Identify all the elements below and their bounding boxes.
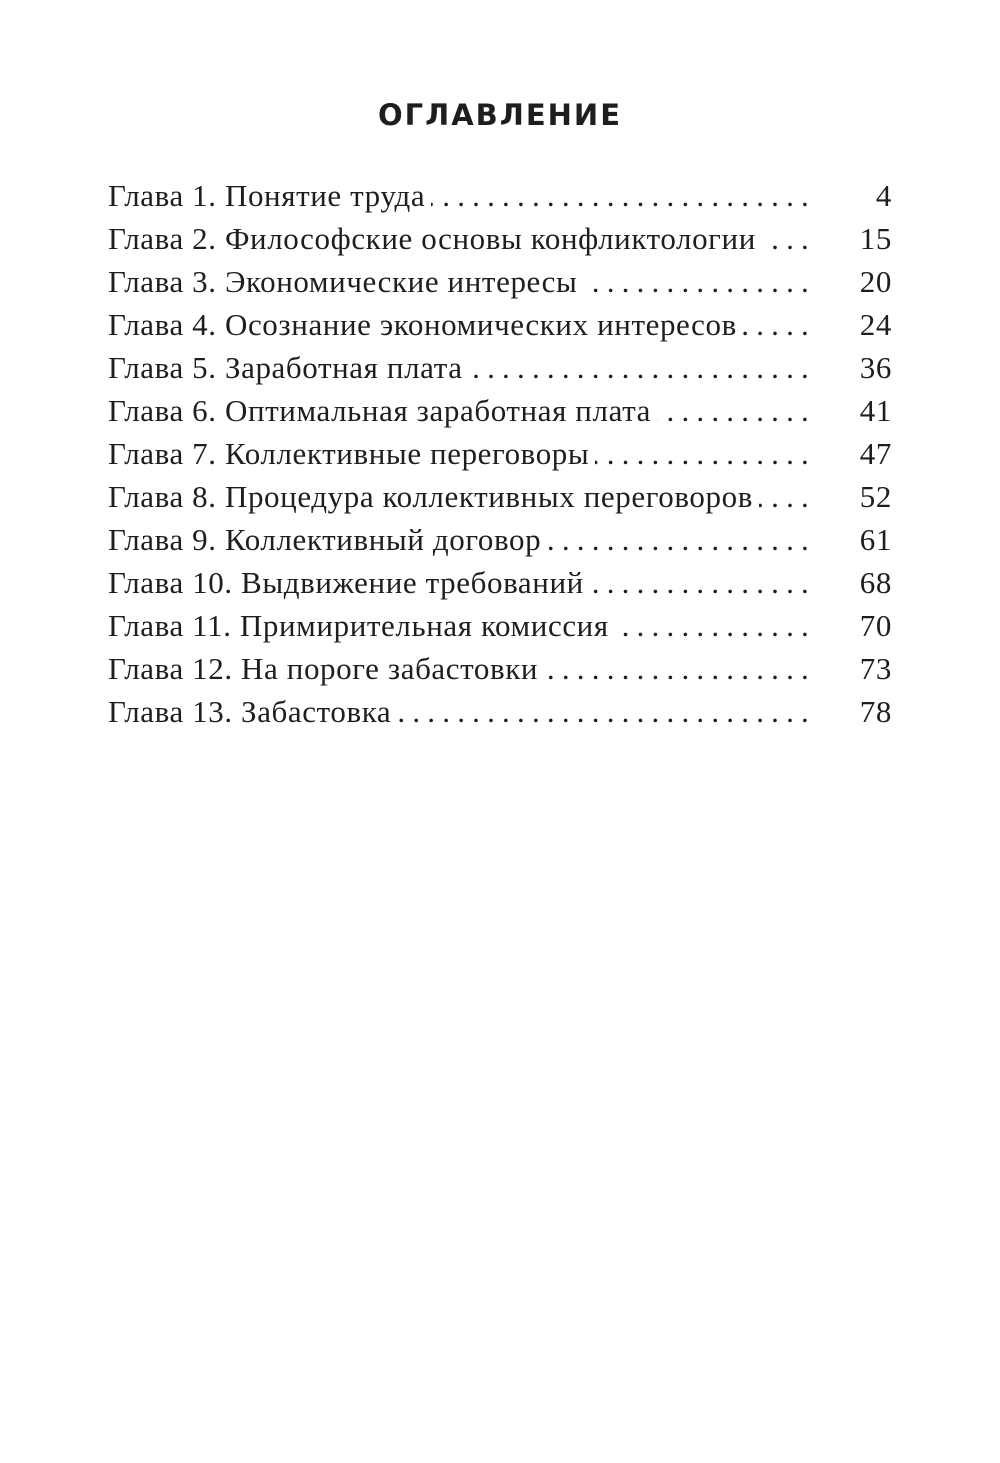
toc-entry-page-number: 68 — [859, 565, 892, 600]
toc-entry-title: Глава 11. Примирительная комиссия — [108, 608, 609, 643]
toc-entry-title: Глава 5. Заработная плата — [108, 350, 463, 385]
toc-entry-title: Глава 1. Понятие труда — [108, 178, 426, 213]
toc-entry-title: Глава 10. Выдвижение требований — [108, 565, 584, 600]
toc-entry-page-number: 41 — [859, 393, 892, 428]
dot-leader: ........................................… — [595, 436, 816, 471]
toc-entry-page-number: 78 — [859, 694, 892, 729]
toc-entry[interactable]: Глава 5. Заработная плата...............… — [108, 350, 892, 393]
toc-entry[interactable]: Глава 3. Экономические интересы.........… — [108, 264, 892, 307]
toc-entry[interactable]: Глава 9. Коллективный договор...........… — [108, 522, 892, 565]
toc-entry-title: Глава 3. Экономические интересы — [108, 264, 578, 299]
dot-leader: ........................................… — [397, 694, 816, 729]
toc-entry-page-number: 4 — [875, 178, 892, 213]
toc-entry[interactable]: Глава 13. Забастовка....................… — [108, 694, 892, 737]
dot-leader: ........................................… — [742, 307, 816, 342]
dot-leader: ........................................… — [469, 350, 816, 385]
toc-entry[interactable]: Глава 11. Примирительная комиссия.......… — [108, 608, 892, 651]
toc-entry-title: Глава 8. Процедура коллективных перегово… — [108, 479, 753, 514]
dot-leader: ........................................… — [583, 264, 816, 299]
toc-entry[interactable]: Глава 7. Коллективные переговоры........… — [108, 436, 892, 479]
toc-entry-page-number: 36 — [859, 350, 892, 385]
toc-entry[interactable]: Глава 6. Оптимальная заработная плата...… — [108, 393, 892, 436]
page-title: ОГЛАВЛЕНИЕ — [377, 98, 622, 132]
toc-entry-page-number: 47 — [859, 436, 892, 471]
toc-entry-title: Глава 2. Философские основы конфликтолог… — [108, 221, 756, 256]
toc-entry-page-number: 73 — [859, 651, 892, 686]
toc-entry-title: Глава 4. Осознание экономических интерес… — [108, 307, 737, 342]
toc-entry-title: Глава 7. Коллективные переговоры — [108, 436, 590, 471]
toc-entry-title: Глава 6. Оптимальная заработная плата — [108, 393, 652, 428]
toc-entry[interactable]: Глава 1. Понятие труда..................… — [108, 178, 892, 221]
table-of-contents: Глава 1. Понятие труда..................… — [108, 178, 892, 737]
dot-leader: ........................................… — [547, 522, 816, 557]
dot-leader: ........................................… — [657, 393, 816, 428]
dot-leader: ........................................… — [759, 479, 816, 514]
dot-leader: ........................................… — [762, 221, 816, 256]
toc-entry-page-number: 15 — [859, 221, 892, 256]
toc-entry[interactable]: Глава 12. На пороге забастовки..........… — [108, 651, 892, 694]
toc-entry[interactable]: Глава 8. Процедура коллективных перегово… — [108, 479, 892, 522]
toc-entry-title: Глава 13. Забастовка — [108, 694, 392, 729]
dot-leader: ........................................… — [544, 651, 816, 686]
toc-entry-page-number: 52 — [859, 479, 892, 514]
toc-entry[interactable]: Глава 2. Философские основы конфликтолог… — [108, 221, 892, 264]
toc-entry-page-number: 70 — [859, 608, 892, 643]
toc-entry[interactable]: Глава 10. Выдвижение требований.........… — [108, 565, 892, 608]
toc-entry-page-number: 24 — [859, 307, 892, 342]
toc-entry-title: Глава 9. Коллективный договор — [108, 522, 542, 557]
toc-entry-title: Глава 12. На пороге забастовки — [108, 651, 539, 686]
dot-leader: ........................................… — [431, 178, 816, 213]
dot-leader: ........................................… — [615, 608, 816, 643]
toc-entry[interactable]: Глава 4. Осознание экономических интерес… — [108, 307, 892, 350]
toc-entry-page-number: 20 — [859, 264, 892, 299]
toc-entry-page-number: 61 — [859, 522, 892, 557]
dot-leader: ........................................… — [590, 565, 816, 600]
